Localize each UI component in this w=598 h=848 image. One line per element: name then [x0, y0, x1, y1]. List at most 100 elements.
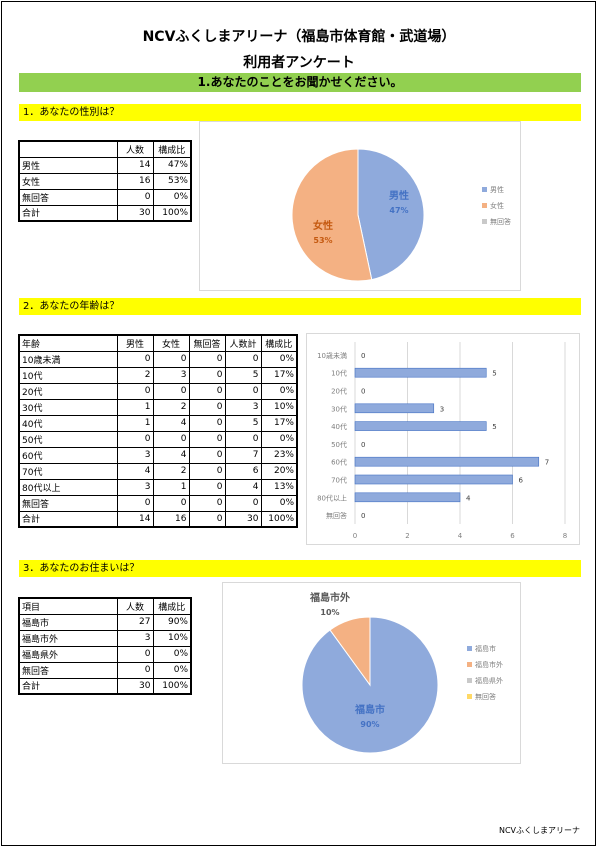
table-cell: 0: [116, 661, 154, 679]
table-cell: 0: [224, 382, 262, 400]
table-cell: 70代: [18, 462, 118, 480]
table-cell: 1: [152, 478, 190, 496]
table-cell: 福島市外: [18, 629, 118, 647]
table-header-cell: 人数: [116, 140, 154, 158]
table-cell: 6: [224, 462, 262, 480]
table-cell: 7: [224, 446, 262, 464]
table-header-cell: 女性: [152, 334, 190, 352]
table-cell: 合計: [18, 204, 118, 222]
x-tick-label: 2: [405, 532, 409, 540]
table-cell: 0: [116, 430, 154, 448]
table-cell: 30代: [18, 398, 118, 416]
table-cell: 5: [224, 414, 262, 432]
table-row: 20代 0 0 0 0 0%: [18, 382, 298, 400]
table-cell: 0: [116, 350, 154, 368]
table-row: 50代 0 0 0 0 0%: [18, 430, 298, 448]
table-row: 男性 14 47%: [18, 156, 192, 174]
table-cell: 0: [224, 494, 262, 512]
table-cell: 3: [224, 398, 262, 416]
question-1-header: 1．あなたの性別は？: [19, 104, 581, 121]
residence-table: 項目 人数 構成比 福島市 27 90% 福島市外 3 10% 福島県外 0 0% 無回答 0 0% 合計 30…: [18, 597, 192, 695]
legend-label: 無回答: [475, 692, 496, 701]
table-cell: 0: [188, 366, 226, 384]
question-3-header: 3．あなたのお住まいは？: [19, 560, 581, 577]
page-title: NCVふくしまアリーナ（福島市体育館・武道場）: [142, 29, 456, 45]
table-header-cell: 人数計: [224, 334, 262, 352]
data-label: 0: [361, 352, 365, 360]
legend-swatch: [467, 678, 472, 683]
table-cell: 2: [152, 398, 190, 416]
table-cell: 3: [116, 629, 154, 647]
table-cell: 5: [224, 366, 262, 384]
data-label-percent: 47%: [389, 206, 408, 215]
table-cell: 0: [188, 478, 226, 496]
table-cell: 女性: [18, 172, 118, 190]
bar: [354, 492, 461, 503]
table-cell: 合計: [18, 510, 118, 528]
table-cell: 0: [116, 382, 154, 400]
y-tick-label: 60代: [331, 458, 347, 467]
table-cell: 47%: [152, 156, 192, 174]
table-cell: 13%: [260, 478, 298, 496]
table-cell: 27: [116, 613, 154, 631]
table-header-cell: [18, 140, 118, 158]
table-row: 合計 30 100%: [18, 204, 192, 222]
table-cell: 3: [152, 366, 190, 384]
table-row: 合計 14 16 0 30 100%: [18, 510, 298, 528]
table-cell: 16: [152, 510, 190, 528]
table-cell: 0%: [260, 494, 298, 512]
table-cell: 0: [188, 494, 226, 512]
legend-swatch: [482, 203, 487, 208]
table-header-row: 年齢 男性 女性 無回答 人数計 構成比: [18, 334, 298, 352]
data-label: 6: [519, 477, 524, 485]
table-row: 80代以上 3 1 0 4 13%: [18, 478, 298, 496]
table-header-cell: 構成比: [152, 597, 192, 615]
table-row: 女性 16 53%: [18, 172, 192, 190]
bar: [354, 456, 540, 467]
legend-swatch: [482, 219, 487, 224]
bar: [354, 474, 513, 485]
table-cell: 16: [116, 172, 154, 190]
table-cell: 14: [116, 510, 154, 528]
x-tick-label: 0: [353, 532, 357, 540]
table-cell: 3: [116, 446, 154, 464]
table-header-cell: 人数: [116, 597, 154, 615]
x-tick-label: 8: [563, 532, 567, 540]
table-cell: 80代以上: [18, 478, 118, 496]
table-row: 10代 2 3 0 5 17%: [18, 366, 298, 384]
legend-label: 福島県外: [475, 676, 503, 685]
table-header-cell: 項目: [18, 597, 118, 615]
table-cell: 0: [188, 446, 226, 464]
x-tick-label: 6: [510, 532, 515, 540]
table-cell: 無回答: [18, 661, 118, 679]
table-cell: 0: [188, 398, 226, 416]
legend-swatch: [467, 694, 472, 699]
table-cell: 0: [224, 430, 262, 448]
table-cell: 0: [152, 494, 190, 512]
table-row: 合計 30 100%: [18, 677, 192, 695]
data-label-percent: 53%: [313, 236, 332, 245]
data-label-percent: 90%: [360, 720, 379, 729]
table-cell: 100%: [152, 677, 192, 695]
table-row: 福島市外 3 10%: [18, 629, 192, 647]
table-cell: 2: [116, 366, 154, 384]
footer-text: NCVふくしまアリーナ: [498, 826, 580, 835]
table-cell: 17%: [260, 366, 298, 384]
table-row: 70代 4 2 0 6 20%: [18, 462, 298, 480]
table-cell: 30: [116, 204, 154, 222]
table-row: 40代 1 4 0 5 17%: [18, 414, 298, 432]
data-label: 4: [466, 494, 471, 502]
table-row: 無回答 0 0 0 0 0%: [18, 494, 298, 512]
data-label-category: 福島市: [354, 703, 385, 716]
table-cell: 4: [224, 478, 262, 496]
data-label: 5: [492, 423, 496, 431]
table-cell: 0: [116, 494, 154, 512]
table-cell: 0: [116, 188, 154, 206]
table-cell: 0: [152, 430, 190, 448]
table-cell: 0: [116, 645, 154, 663]
table-cell: 60代: [18, 446, 118, 464]
data-label: 0: [361, 512, 365, 520]
table-cell: 0: [188, 430, 226, 448]
table-cell: 無回答: [18, 494, 118, 512]
